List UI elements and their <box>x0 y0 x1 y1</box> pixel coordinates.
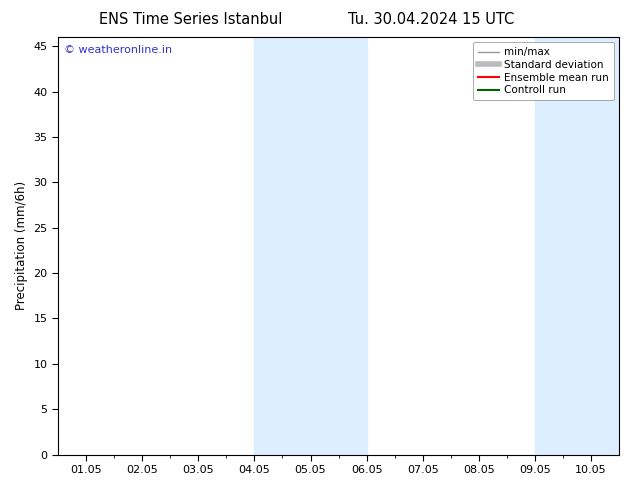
Bar <box>535 37 619 455</box>
Text: © weatheronline.in: © weatheronline.in <box>63 46 172 55</box>
Bar <box>254 37 366 455</box>
Text: Tu. 30.04.2024 15 UTC: Tu. 30.04.2024 15 UTC <box>348 12 514 27</box>
Text: ENS Time Series Istanbul: ENS Time Series Istanbul <box>98 12 282 27</box>
Legend: min/max, Standard deviation, Ensemble mean run, Controll run: min/max, Standard deviation, Ensemble me… <box>472 42 614 100</box>
Y-axis label: Precipitation (mm/6h): Precipitation (mm/6h) <box>15 181 28 310</box>
